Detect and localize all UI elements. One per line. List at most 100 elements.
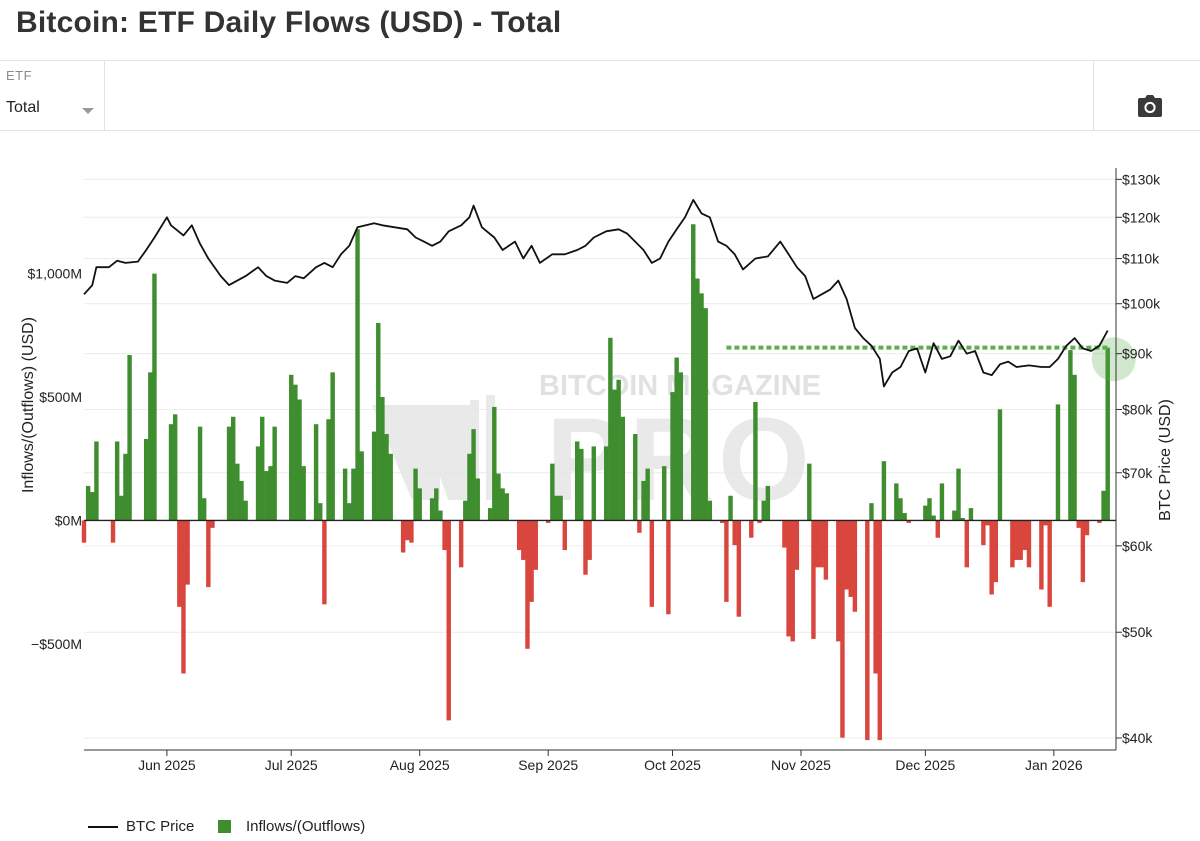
outflow-bar[interactable] [400, 520, 406, 553]
outflow-bar[interactable] [516, 520, 522, 551]
inflow-bar[interactable] [359, 451, 364, 521]
inflow-bar[interactable] [699, 293, 704, 521]
inflow-bar[interactable] [550, 463, 555, 521]
inflow-bar[interactable] [504, 493, 509, 521]
outflow-bar[interactable] [637, 520, 642, 533]
outflow-bar[interactable] [836, 520, 841, 642]
inflow-bar[interactable] [226, 426, 232, 521]
outflow-bar[interactable] [533, 520, 538, 570]
outflow-bar[interactable] [545, 520, 551, 523]
inflow-bar[interactable] [902, 513, 907, 521]
inflow-bar[interactable] [761, 500, 766, 521]
inflow-bar[interactable] [413, 468, 418, 521]
inflow-bar[interactable] [289, 374, 294, 521]
inflow-bar[interactable] [384, 434, 389, 521]
outflow-bar[interactable] [1097, 520, 1102, 523]
inflow-bar[interactable] [633, 434, 638, 521]
inflow-bar[interactable] [807, 463, 812, 521]
inflow-bar[interactable] [313, 424, 319, 521]
inflow-bar[interactable] [201, 498, 207, 521]
outflow-bar[interactable] [732, 520, 737, 546]
inflow-bar[interactable] [326, 419, 331, 521]
inflow-bar[interactable] [496, 473, 501, 521]
outflow-bar[interactable] [562, 520, 567, 551]
inflow-bar[interactable] [355, 229, 360, 521]
inflow-bar[interactable] [960, 517, 965, 521]
inflow-bar[interactable] [612, 389, 617, 521]
inflow-bar[interactable] [923, 505, 928, 521]
legend-flows-label[interactable]: Inflows/(Outflows) [246, 818, 366, 835]
inflow-bar[interactable] [931, 515, 936, 521]
outflow-bar[interactable] [749, 520, 754, 538]
outflow-bar[interactable] [852, 520, 858, 612]
inflow-bar[interactable] [1105, 347, 1110, 521]
outflow-bar[interactable] [1080, 520, 1086, 583]
inflow-bar[interactable] [243, 500, 248, 521]
inflow-bar[interactable] [197, 426, 203, 521]
outflow-bar[interactable] [1026, 520, 1032, 568]
outflow-bar[interactable] [210, 520, 215, 528]
inflow-bar[interactable] [371, 431, 377, 521]
outflow-bar[interactable] [442, 520, 447, 551]
inflow-bar[interactable] [579, 448, 584, 521]
outflow-bar[interactable] [815, 520, 820, 568]
inflow-bar[interactable] [417, 488, 422, 521]
inflow-bar[interactable] [90, 492, 95, 521]
inflow-bar[interactable] [492, 406, 497, 521]
outflow-bar[interactable] [409, 520, 414, 543]
outflow-bar[interactable] [935, 520, 940, 538]
inflow-bar[interactable] [620, 416, 626, 521]
inflow-bar[interactable] [695, 278, 700, 521]
outflow-bar[interactable] [736, 520, 742, 617]
inflow-bar[interactable] [487, 508, 493, 521]
inflow-bar[interactable] [123, 453, 128, 521]
outflow-bar[interactable] [587, 520, 592, 560]
outflow-bar[interactable] [322, 520, 327, 605]
inflow-bar[interactable] [604, 446, 609, 521]
inflow-bar[interactable] [1055, 404, 1061, 521]
outflow-bar[interactable] [1010, 520, 1015, 568]
inflow-bar[interactable] [380, 397, 385, 521]
outflow-bar[interactable] [1043, 520, 1048, 526]
inflow-bar[interactable] [952, 510, 957, 521]
outflow-bar[interactable] [724, 520, 729, 602]
inflow-bar[interactable] [235, 463, 240, 521]
outflow-bar[interactable] [782, 520, 787, 548]
outflow-bar[interactable] [181, 520, 186, 674]
inflow-bar[interactable] [230, 416, 236, 521]
inflow-bar[interactable] [1068, 350, 1073, 521]
inflow-bar[interactable] [471, 429, 476, 521]
btc-price-line[interactable] [83, 198, 1109, 388]
outflow-bar[interactable] [993, 520, 999, 583]
outflow-bar[interactable] [794, 520, 800, 570]
inflow-bar[interactable] [119, 495, 124, 521]
outflow-bar[interactable] [1022, 520, 1028, 551]
outflow-bar[interactable] [649, 520, 655, 607]
inflow-bar[interactable] [260, 416, 265, 521]
inflow-bar[interactable] [127, 355, 132, 521]
outflow-bar[interactable] [525, 520, 530, 649]
outflow-bar[interactable] [177, 520, 182, 607]
inflow-bar[interactable] [997, 409, 1003, 521]
outflow-bar[interactable] [873, 520, 878, 674]
inflow-bar[interactable] [765, 485, 771, 521]
etf-dropdown[interactable]: Total [0, 91, 104, 121]
outflow-bar[interactable] [906, 520, 911, 523]
outflow-bar[interactable] [405, 520, 410, 541]
inflow-bar[interactable] [728, 495, 733, 521]
outflow-bar[interactable] [786, 520, 791, 637]
inflow-bar[interactable] [968, 508, 974, 521]
legend-price-swatch[interactable] [88, 826, 118, 828]
inflow-bar[interactable] [351, 468, 356, 521]
outflow-bar[interactable] [206, 520, 211, 588]
inflow-bar[interactable] [894, 483, 899, 521]
outflow-bar[interactable] [529, 520, 534, 602]
inflow-bar[interactable] [927, 498, 932, 521]
outflow-bar[interactable] [865, 520, 870, 741]
outflow-bar[interactable] [840, 520, 845, 738]
inflow-bar[interactable] [272, 426, 277, 521]
inflow-bar[interactable] [881, 461, 887, 521]
inflow-bar[interactable] [438, 510, 443, 521]
outflow-bar[interactable] [1014, 520, 1019, 560]
outflow-bar[interactable] [819, 520, 824, 568]
